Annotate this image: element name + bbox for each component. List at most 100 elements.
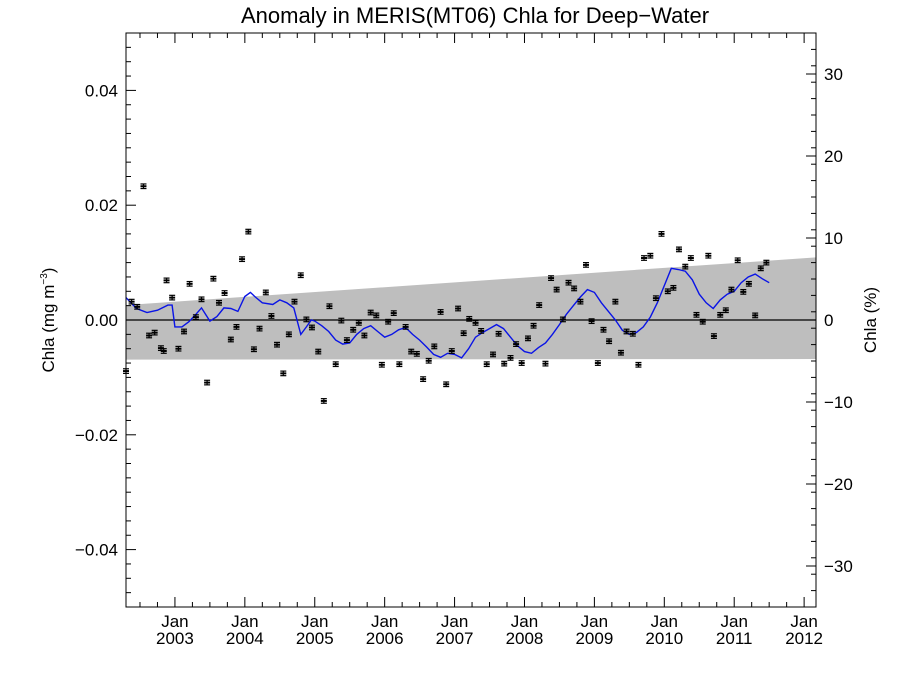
- x-tick-label-month: Jan: [301, 612, 328, 631]
- x-tick-label-month: Jan: [790, 612, 817, 631]
- y-axis-label-left: Chla (mg m−3): [39, 268, 58, 373]
- right-tick-label: −20: [824, 475, 853, 494]
- data-point: [705, 252, 712, 259]
- data-point: [367, 309, 374, 316]
- chart-title: Anomaly in MERIS(MT06) Chla for Deep−Wat…: [241, 3, 709, 28]
- x-tick-label-month: Jan: [720, 612, 747, 631]
- right-tick-label: 0: [824, 311, 833, 330]
- data-point: [536, 302, 543, 308]
- x-tick-label-year: 2007: [436, 629, 474, 648]
- data-point: [571, 285, 578, 292]
- right-tick-label: 20: [824, 147, 843, 166]
- x-tick-label-year: 2004: [226, 629, 264, 648]
- data-point: [559, 316, 566, 323]
- data-point: [728, 286, 735, 293]
- data-point: [140, 183, 147, 190]
- data-point: [717, 311, 724, 318]
- axes-layer: 0.040.020.00−0.02−0.043020100−10−20−30Ja…: [75, 32, 853, 648]
- data-point: [245, 228, 252, 235]
- data-point: [612, 298, 619, 305]
- data-point: [134, 303, 141, 310]
- data-point: [600, 326, 607, 333]
- data-point: [343, 337, 350, 343]
- data-point: [268, 313, 275, 319]
- left-tick-label: 0.00: [85, 311, 118, 330]
- data-point: [606, 338, 613, 345]
- data-point: [128, 298, 135, 305]
- data-point: [146, 332, 153, 339]
- x-tick-label-month: Jan: [231, 612, 258, 631]
- data-point: [460, 330, 467, 337]
- data-point: [160, 348, 167, 354]
- y-axis-label-right: Chla (%): [861, 287, 880, 353]
- data-point: [670, 284, 677, 291]
- x-tick-label-year: 2006: [366, 629, 404, 648]
- x-tick-label-month: Jan: [651, 612, 678, 631]
- data-point: [647, 252, 654, 259]
- data-point: [285, 331, 292, 338]
- x-tick-label-year: 2010: [645, 629, 683, 648]
- x-tick-label-month: Jan: [581, 612, 608, 631]
- data-point: [355, 319, 362, 326]
- left-tick-label: 0.02: [85, 196, 118, 215]
- data-point: [186, 280, 193, 287]
- data-point: [652, 295, 659, 302]
- x-tick-label-year: 2012: [785, 629, 823, 648]
- data-point: [483, 361, 490, 368]
- data-point: [413, 350, 420, 357]
- data-point: [641, 255, 648, 261]
- data-point: [402, 323, 409, 330]
- smoothed-anomaly-line: [125, 267, 770, 359]
- data-point: [583, 262, 589, 268]
- data-point: [320, 398, 327, 404]
- x-tick-label-month: Jan: [511, 612, 538, 631]
- data-point: [466, 315, 473, 322]
- data-point: [548, 275, 555, 281]
- data-point: [169, 294, 176, 301]
- data-point: [181, 328, 188, 335]
- data-point: [396, 361, 403, 368]
- data-point: [664, 288, 671, 295]
- right-tick-label: −30: [824, 557, 853, 576]
- data-point: [629, 330, 636, 337]
- data-point: [373, 312, 380, 319]
- data-point: [513, 341, 520, 348]
- data-point: [308, 324, 315, 331]
- x-tick-label-year: 2009: [575, 629, 613, 648]
- uncertainty-band: [126, 257, 816, 360]
- data-point: [204, 379, 211, 386]
- data-point: [163, 277, 170, 284]
- data-point: [745, 280, 752, 287]
- data-point: [437, 309, 444, 315]
- x-tick-label-year: 2011: [716, 629, 753, 648]
- data-point: [693, 311, 700, 318]
- data-point: [291, 298, 298, 305]
- y-axis-label-left-close: ): [39, 268, 58, 274]
- data-point: [408, 348, 415, 355]
- data-point: [151, 329, 158, 336]
- x-tick-label-month: Jan: [371, 612, 398, 631]
- data-point: [448, 348, 455, 354]
- data-point: [192, 314, 199, 321]
- data-point: [221, 290, 228, 296]
- x-tick-label-year: 2008: [506, 629, 544, 648]
- left-tick-label: −0.04: [75, 541, 118, 560]
- data-point: [297, 272, 304, 279]
- left-tick-label: −0.02: [75, 426, 118, 445]
- data-point: [682, 263, 689, 270]
- data-point: [215, 299, 222, 306]
- data-point: [757, 265, 764, 272]
- data-point: [623, 328, 630, 335]
- data-point: [315, 348, 322, 355]
- data-point: [478, 328, 485, 334]
- data-point: [635, 361, 642, 368]
- data-point: [332, 361, 339, 368]
- data-point: [420, 376, 427, 383]
- data-point: [530, 322, 537, 329]
- y-axis-label-left-superscript: −3: [39, 273, 50, 285]
- data-point: [175, 345, 182, 352]
- data-point: [338, 317, 345, 324]
- data-point: [472, 319, 479, 326]
- data-point: [699, 318, 706, 325]
